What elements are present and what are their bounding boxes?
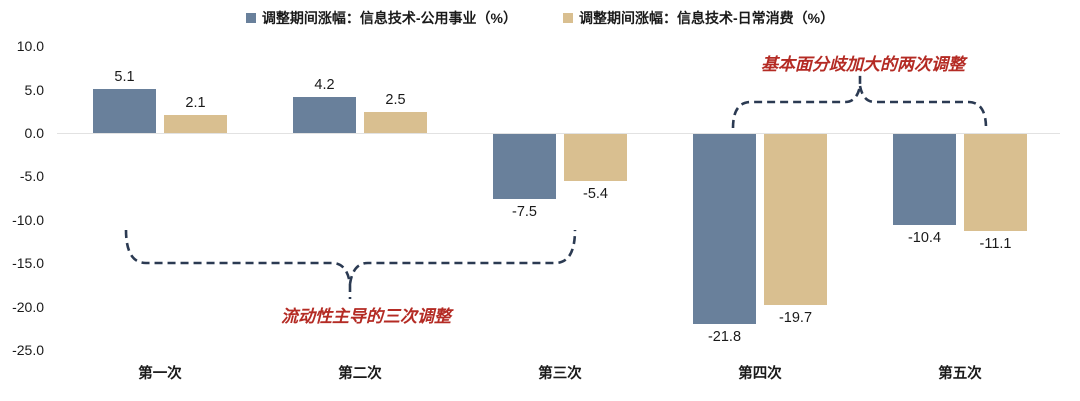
legend-item-consumer: 调整期间涨幅：信息技术-日常消费（%） [563,8,834,28]
bar-s1-c1 [364,111,427,134]
x-axis-label: 第二次 [338,366,382,382]
y-tick-label: -25.0 [12,342,44,359]
brace-liquidity [124,229,577,299]
legend-swatch-blue [245,13,256,23]
legend-swatch-tan [563,13,573,23]
legend-label-consumer: 调整期间涨幅：信息技术-日常消费（%） [579,10,835,26]
annotation-liquidity: 流动性主导的三次调整 [281,307,451,326]
y-tick-label: -5.0 [19,168,44,185]
value-label: 4.2 [314,77,335,93]
brace-fundamentals [731,74,988,129]
bar-s1-c4 [964,134,1027,231]
value-label: -10.4 [907,229,942,246]
y-tick-label: -20.0 [12,298,44,315]
value-label: -11.1 [979,235,1012,252]
bar-s0-c2 [493,134,556,200]
x-axis-label: 第三次 [538,366,582,382]
y-tick-label: -10.0 [12,211,44,228]
bar-s1-c3 [764,134,827,306]
value-label: 5.1 [114,69,135,86]
value-label: -21.8 [707,328,742,345]
y-tick-label: -15.0 [12,255,44,272]
x-axis-label: 第一次 [138,366,182,382]
bar-s0-c3 [693,134,756,324]
value-label: -19.7 [778,310,813,327]
y-tick-label: 5.0 [24,81,44,98]
x-axis-label: 第五次 [938,366,982,382]
legend: 调整期间涨幅：信息技术-公用事业（%） 调整期间涨幅：信息技术-日常消费（%） [0,8,1080,28]
value-label: -7.5 [512,204,537,221]
value-label: -5.4 [583,186,608,203]
bar-s1-c2 [564,134,627,182]
legend-item-utilities: 调整期间涨幅：信息技术-公用事业（%） [245,8,517,28]
zero-axis-line [57,132,1060,135]
bar-s0-c1 [293,97,356,134]
value-label: 2.5 [385,91,406,108]
bar-s0-c0 [93,89,156,134]
bar-s0-c4 [893,134,956,225]
annotation-fundamentals: 基本面分歧加大的两次调整 [761,55,965,74]
x-axis-label: 第四次 [738,366,782,382]
y-tick-label: 10.0 [16,38,44,55]
legend-label-utilities: 调整期间涨幅：信息技术-公用事业（%） [261,10,517,26]
bar-s1-c0 [164,115,227,134]
value-label: 2.1 [185,95,206,112]
y-tick-label: 0.0 [24,125,44,141]
